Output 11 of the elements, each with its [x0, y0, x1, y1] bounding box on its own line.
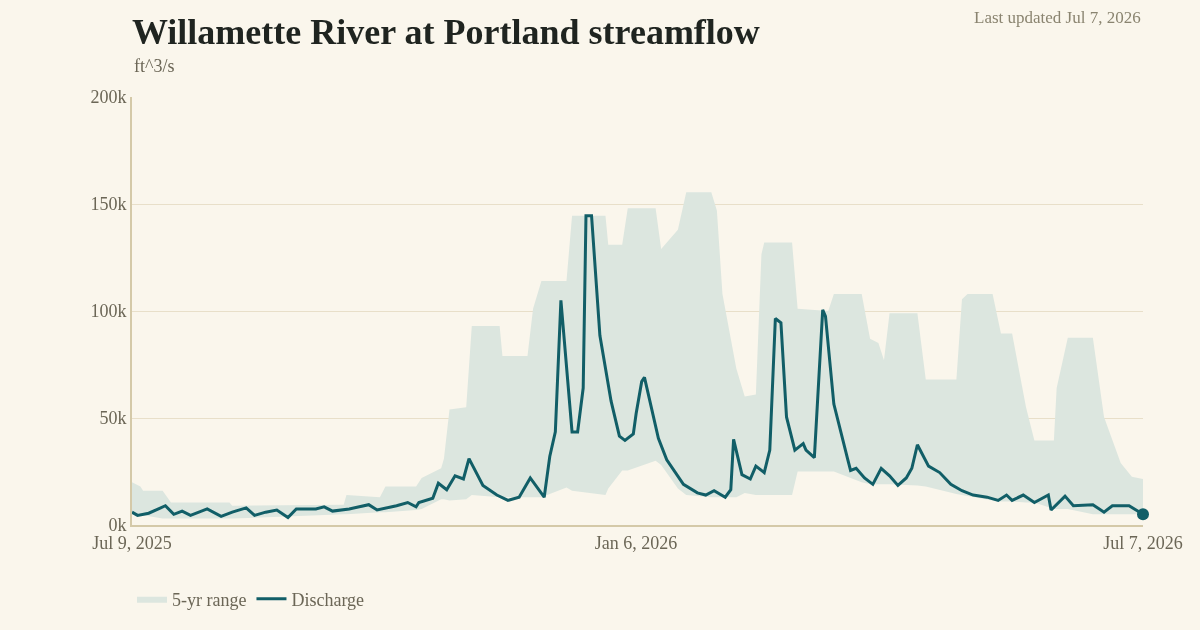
y-tick-label: 200k: [90, 87, 127, 108]
legend-label: Discharge: [291, 589, 365, 610]
x-tick-label: Jan 6, 2026: [594, 532, 678, 553]
y-tick-label: 150k: [90, 194, 127, 215]
y-tick-label: 50k: [99, 408, 127, 429]
x-tick-label: Jul 7, 2026: [1103, 532, 1183, 553]
legend-label: 5-yr range: [172, 589, 247, 610]
text: Last updated Jul 7, 2026: [974, 8, 1141, 27]
chart-title: Willamette River at Portland streamflow: [132, 12, 760, 53]
y-tick-label: 100k: [90, 301, 127, 322]
y-axis-title: ft^3/s: [134, 56, 175, 76]
